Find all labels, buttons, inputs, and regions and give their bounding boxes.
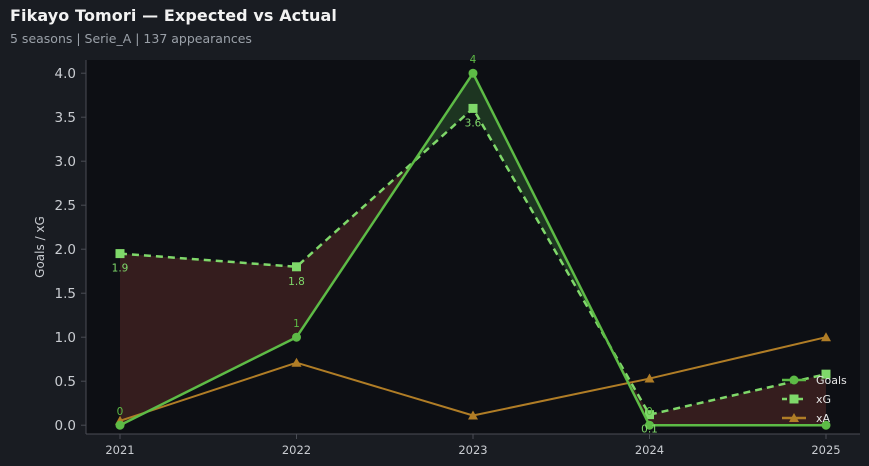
legend-item-goals: Goals [782, 374, 847, 387]
y-tick-label: 1.5 [55, 286, 76, 302]
y-tick-label: 3.5 [55, 110, 76, 126]
data-label-goals: 1 [293, 318, 300, 330]
legend-item-xa: xA [782, 412, 831, 425]
data-label-goals: 4 [470, 54, 477, 66]
x-tick-label: 2024 [635, 443, 664, 457]
data-point-xa [644, 373, 655, 383]
legend-marker [789, 413, 799, 422]
x-tick-label: 2025 [811, 443, 840, 457]
data-label-goals: 0 [646, 406, 653, 418]
legend-item-xg: xG [782, 393, 831, 406]
data-point-xg [468, 103, 478, 113]
data-label-xg: 3.6 [465, 117, 482, 129]
legend-marker [789, 375, 799, 385]
series-xg [115, 103, 831, 420]
data-label-goals: 0 [117, 406, 124, 418]
chart-title: Fikayo Tomori — Expected vs Actual [10, 6, 337, 25]
data-point-goals [821, 420, 831, 430]
y-tick-label: 2.0 [55, 242, 76, 258]
legend: Goals xG xA [782, 374, 847, 425]
x-tick-label: 2022 [282, 443, 311, 457]
y-tick-label: 0.0 [55, 418, 76, 434]
data-point-goals [115, 420, 125, 430]
chart-subtitle: 5 seasons | Serie_A | 137 appearances [10, 31, 252, 46]
legend-label: xA [816, 412, 831, 425]
legend-label: xG [816, 393, 831, 406]
x-tick-label: 2023 [458, 443, 487, 457]
legend-label: Goals [816, 374, 847, 387]
data-point-goals [468, 68, 478, 78]
x-tick-label: 2021 [105, 443, 134, 457]
data-point-xg [115, 249, 125, 259]
data-point-xa [291, 357, 302, 367]
y-tick-label: 2.5 [55, 198, 76, 214]
data-label-xg: 1.9 [112, 263, 129, 275]
y-tick-label: 0.5 [55, 374, 76, 390]
data-point-goals [645, 420, 654, 430]
data-point-xg [292, 262, 301, 272]
chart-header: Fikayo Tomori — Expected vs Actual 5 sea… [10, 6, 337, 46]
data-point-xa [821, 332, 831, 342]
legend-marker [789, 394, 799, 404]
series-goals [115, 68, 831, 430]
data-point-xg [821, 369, 831, 379]
data-label-xg: 1.8 [288, 276, 305, 288]
underperformance-area [120, 253, 297, 426]
y-axis-label: Goals / xG [33, 216, 47, 278]
data-point-xa [468, 410, 478, 420]
data-label-xg: 0.1 [641, 424, 658, 436]
y-tick-label: 3.0 [55, 154, 76, 170]
y-tick-label: 1.0 [55, 330, 76, 346]
data-point-goals [292, 332, 301, 342]
y-tick-label: 4.0 [55, 66, 76, 82]
underperformance-area [649, 374, 826, 426]
data-point-xg [645, 410, 654, 420]
